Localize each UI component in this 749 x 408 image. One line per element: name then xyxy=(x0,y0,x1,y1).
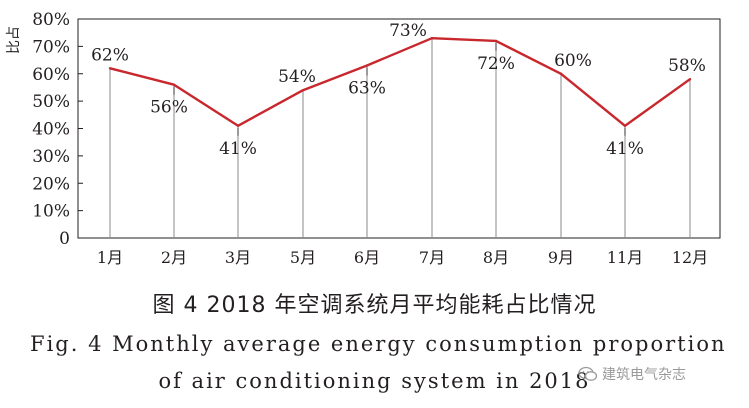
y-tick-label: 30% xyxy=(32,147,70,167)
data-point xyxy=(688,78,692,81)
data-point xyxy=(559,72,563,75)
x-tick-label: 8月 xyxy=(483,248,509,267)
series-polyline xyxy=(109,37,691,128)
data-point xyxy=(108,67,112,70)
x-tick-label: 11月 xyxy=(607,248,643,267)
data-label: 41% xyxy=(219,139,257,159)
data-point xyxy=(301,88,305,92)
data-point xyxy=(494,39,498,43)
x-tick-label: 12月 xyxy=(672,248,708,267)
series-line xyxy=(108,36,692,128)
data-point xyxy=(172,83,176,86)
y-tick-label: 70% xyxy=(32,37,70,57)
y-tick-label: 80% xyxy=(32,10,70,30)
y-tick-label: 40% xyxy=(32,120,70,140)
data-label: 54% xyxy=(278,67,316,87)
x-tick-label: 1月 xyxy=(97,248,123,267)
drop-lines xyxy=(109,38,691,238)
y-ticks: 0 10% 20% 30% 40% 50% 60% 70% 80% xyxy=(32,10,83,249)
watermark: 建筑电气杂志 xyxy=(578,364,686,384)
wechat-icon xyxy=(578,366,598,381)
data-label: 58% xyxy=(668,56,706,76)
data-label: 41% xyxy=(606,139,644,159)
y-axis-label-group: 比占 xyxy=(6,26,22,54)
data-label: 62% xyxy=(91,45,129,65)
line-chart: 比占 0 10% 20% 30% 40% 50% 60% 70% 80% 1月 2月 3月 5月 6月 7… xyxy=(6,10,721,267)
y-axis-label: 比占 xyxy=(6,26,22,54)
x-tick-label: 3月 xyxy=(225,248,251,267)
data-labels: 62% 56% 41% 54% 63% 73% 72% 60% 41% 58% xyxy=(91,21,706,159)
data-point xyxy=(236,124,240,127)
y-tick-label: 20% xyxy=(32,174,70,194)
watermark-text: 建筑电气杂志 xyxy=(602,367,686,383)
data-label: 73% xyxy=(389,21,427,41)
y-tick-label: 60% xyxy=(32,65,70,85)
caption-english-line2: of air conditioning system in 2018 xyxy=(158,369,591,393)
caption-chinese: 图 4 2018 年空调系统月平均能耗占比情况 xyxy=(152,293,597,318)
y-tick-label: 0 xyxy=(59,229,70,249)
data-label: 72% xyxy=(477,54,515,74)
x-ticks: 1月 2月 3月 5月 6月 7月 8月 9月 11月 12月 xyxy=(97,233,708,267)
x-tick-label: 7月 xyxy=(419,248,445,267)
x-tick-label: 9月 xyxy=(548,248,574,267)
x-tick-label: 6月 xyxy=(354,248,380,267)
y-tick-label: 10% xyxy=(32,202,70,222)
data-point xyxy=(623,124,627,127)
data-point xyxy=(430,36,434,40)
x-tick-label: 5月 xyxy=(290,248,316,267)
data-label: 60% xyxy=(554,51,592,71)
data-label: 63% xyxy=(348,79,386,99)
x-tick-label: 2月 xyxy=(161,248,187,267)
caption-english-line1: Fig. 4 Monthly average energy consumptio… xyxy=(30,332,727,356)
data-point xyxy=(365,64,369,67)
y-tick-label: 50% xyxy=(32,92,70,112)
data-label: 56% xyxy=(150,98,188,118)
